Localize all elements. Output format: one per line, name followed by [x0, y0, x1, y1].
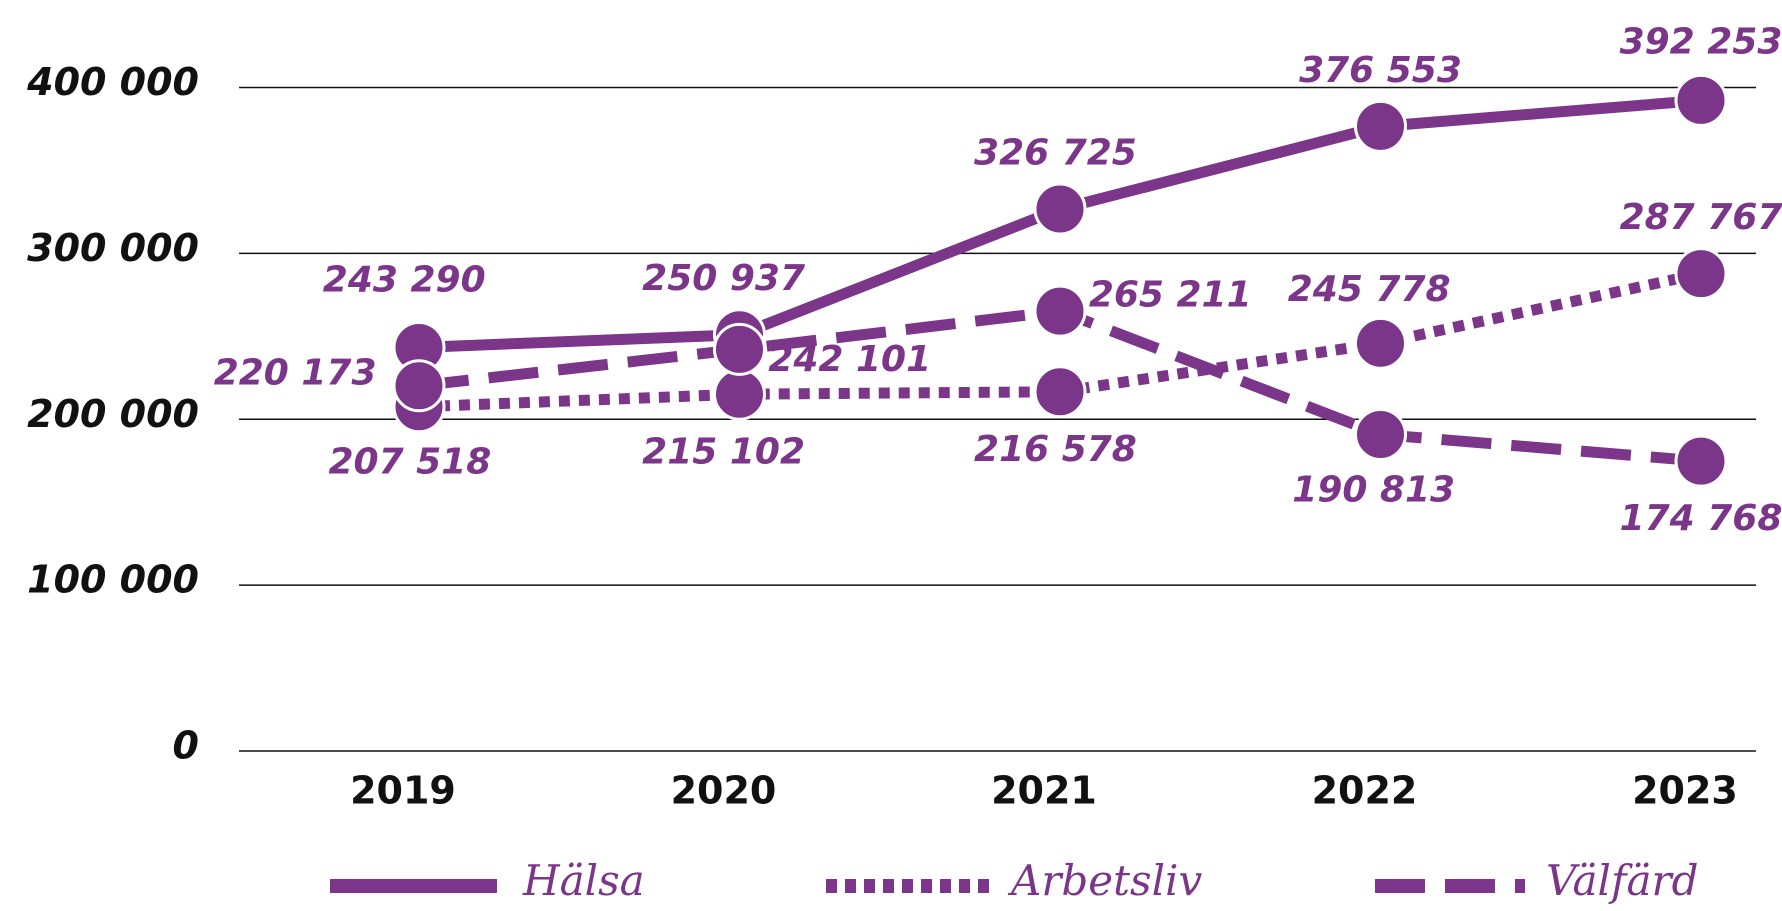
point	[1354, 407, 1407, 461]
point	[1354, 316, 1407, 370]
value-label: 265 211	[1089, 274, 1252, 315]
y-tick-label: 100 000	[27, 558, 199, 602]
value-label: 250 937	[642, 258, 805, 299]
value-label: 207 518	[328, 442, 491, 483]
y-tick-label: 200 000	[27, 392, 199, 436]
value-label: 326 725	[974, 132, 1137, 173]
legend-label: Hälsa	[522, 856, 645, 905]
x-tick-label: 2019	[350, 769, 456, 813]
x-tick-label: 2021	[991, 769, 1097, 813]
legend-label: Välfärd	[1546, 856, 1699, 905]
value-label: 174 768	[1620, 498, 1782, 539]
legend-label: Arbetsliv	[1007, 856, 1202, 905]
point	[1674, 434, 1728, 488]
value-label: 215 102	[642, 431, 805, 472]
point	[1674, 73, 1728, 127]
value-label: 216 578	[974, 429, 1137, 470]
value-label: 243 290	[323, 260, 486, 301]
point	[1033, 182, 1087, 236]
value-label: 190 813	[1292, 469, 1455, 510]
point	[392, 359, 446, 413]
x-tick-label: 2020	[671, 769, 777, 813]
point	[1033, 284, 1087, 338]
point	[1033, 365, 1087, 419]
value-label: 287 767	[1620, 197, 1782, 238]
value-label: 245 778	[1288, 269, 1451, 310]
y-tick-label: 400 000	[26, 60, 199, 104]
y-tick-label: 300 000	[27, 226, 199, 270]
x-tick-label: 2023	[1632, 769, 1738, 813]
value-label: 376 553	[1299, 50, 1462, 91]
x-tick-label: 2022	[1312, 769, 1418, 813]
value-label: 392 253	[1620, 22, 1782, 63]
value-label: 242 101	[768, 339, 931, 380]
point	[1354, 99, 1407, 153]
y-tick-label: 0	[173, 724, 199, 768]
point	[1674, 247, 1728, 301]
point	[713, 322, 766, 376]
value-label: 220 173	[214, 352, 377, 393]
point	[713, 367, 766, 421]
